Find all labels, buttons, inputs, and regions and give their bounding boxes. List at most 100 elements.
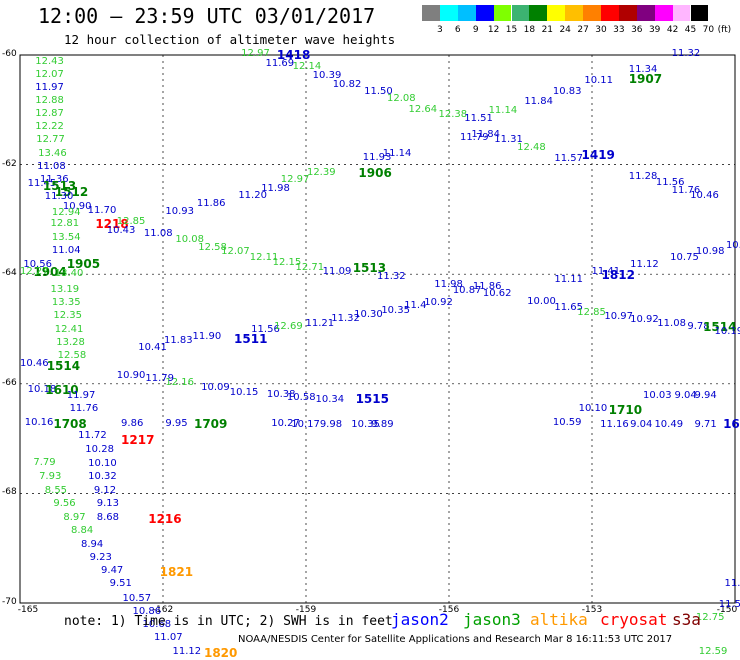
swh-value-label: 8.84 bbox=[71, 526, 93, 536]
swh-value-label: 9.98 bbox=[320, 420, 342, 430]
pass-time-label: 1515 bbox=[356, 393, 389, 405]
swh-value-label: 11.07 bbox=[154, 633, 183, 643]
pass-time-label: 1511 bbox=[234, 333, 267, 345]
lat-tick-label: -60 bbox=[2, 49, 17, 59]
swh-value-label: 12.39 bbox=[307, 168, 336, 178]
lat-lon-grid bbox=[20, 55, 735, 603]
swh-value-label: 11.86 bbox=[473, 282, 502, 292]
swh-value-label: 12.22 bbox=[35, 122, 64, 132]
lat-tick-label: -70 bbox=[2, 597, 17, 607]
pass-time-label: 1812 bbox=[602, 269, 635, 281]
swh-value-label: 11.11 bbox=[554, 275, 583, 285]
pass-time-label: 1514 bbox=[47, 360, 80, 372]
swh-value-label: 9.04 bbox=[674, 391, 696, 401]
swh-value-label: 12.41 bbox=[55, 325, 84, 335]
pass-time-label: 1906 bbox=[358, 167, 391, 179]
swh-value-label: 10.92 bbox=[424, 298, 453, 308]
swh-value-label: 12.48 bbox=[517, 143, 546, 153]
swh-value-label: 10.30 bbox=[354, 310, 383, 320]
swh-value-label: 10.19 bbox=[715, 327, 740, 337]
swh-value-label: 10.75 bbox=[670, 253, 699, 263]
lat-tick-label: -66 bbox=[2, 378, 17, 388]
swh-value-label: 11.79 bbox=[145, 374, 174, 384]
swh-value-label: 10.46 bbox=[690, 191, 719, 201]
lon-tick-label: -165 bbox=[18, 605, 38, 615]
swh-value-label: 10.6 bbox=[726, 241, 740, 251]
satellite-cryosat: cryosat bbox=[600, 610, 667, 629]
swh-value-label: 10.59 bbox=[553, 418, 582, 428]
swh-value-label: 12.88 bbox=[35, 96, 64, 106]
swh-value-label: 12.77 bbox=[36, 135, 65, 145]
swh-value-label: 11.14 bbox=[489, 106, 518, 116]
units-note: note: 1) Time is in UTC; 2) SWH is in fe… bbox=[64, 614, 393, 629]
pass-time-label: 1907 bbox=[629, 73, 662, 85]
swh-value-label: 11.97 bbox=[35, 83, 64, 93]
swh-value-label: 10.10 bbox=[579, 404, 608, 414]
pass-time-label: 1821 bbox=[160, 566, 193, 578]
swh-value-label: 10.90 bbox=[117, 371, 146, 381]
swh-value-label: 11.08 bbox=[657, 319, 686, 329]
swh-value-label: 9.23 bbox=[90, 553, 112, 563]
swh-value-label: 12.43 bbox=[35, 57, 64, 67]
swh-value-label: 11.04 bbox=[52, 246, 81, 256]
swh-value-label: 11.59 bbox=[719, 600, 740, 610]
swh-value-label: 11.70 bbox=[88, 206, 117, 216]
satellite-s3a: s3a bbox=[672, 610, 701, 629]
swh-value-label: 11.09 bbox=[323, 267, 352, 277]
swh-value-label: 11.16 bbox=[600, 420, 629, 430]
swh-value-label: 7.93 bbox=[39, 472, 61, 482]
swh-value-label: 11.97 bbox=[67, 391, 96, 401]
swh-value-label: 11.20 bbox=[238, 191, 267, 201]
swh-value-label: 10.83 bbox=[553, 87, 582, 97]
swh-value-label: 11.79 bbox=[460, 133, 489, 143]
lat-tick-label: -68 bbox=[2, 487, 17, 497]
swh-value-label: 10.15 bbox=[230, 388, 259, 398]
swh-value-label: 12.94 bbox=[52, 208, 81, 218]
swh-value-label: 12.07 bbox=[35, 70, 64, 80]
credit-line: NOAA/NESDIS Center for Satellite Applica… bbox=[238, 634, 672, 645]
swh-value-label: 9.86 bbox=[121, 419, 143, 429]
swh-value-label: 10.09 bbox=[201, 383, 230, 393]
swh-value-label: 12.64 bbox=[408, 105, 437, 115]
swh-value-label: 9.04 bbox=[630, 420, 652, 430]
swh-value-label: 8.55 bbox=[45, 486, 67, 496]
swh-value-label: 10.43 bbox=[107, 226, 136, 236]
swh-value-label: 10.16 bbox=[25, 418, 54, 428]
swh-value-label: 10.34 bbox=[316, 395, 345, 405]
swh-value-label: 10.46 bbox=[20, 359, 49, 369]
swh-value-label: 7.79 bbox=[33, 458, 55, 468]
swh-value-label: 10.58 bbox=[287, 393, 316, 403]
swh-value-label: 9.95 bbox=[165, 419, 187, 429]
swh-value-label: 11.21 bbox=[306, 319, 335, 329]
swh-value-label: 10.57 bbox=[122, 594, 151, 604]
satellite-altika: altika bbox=[530, 610, 588, 629]
swh-value-label: 8.97 bbox=[63, 513, 85, 523]
pass-time-label: 1709 bbox=[194, 418, 227, 430]
swh-value-label: 13.35 bbox=[52, 298, 81, 308]
pass-time-label: 1419 bbox=[582, 149, 615, 161]
swh-value-label: 12.35 bbox=[53, 311, 82, 321]
swh-value-label: 11.84 bbox=[524, 97, 553, 107]
swh-value-label: 10.92 bbox=[630, 315, 659, 325]
lat-tick-label: -62 bbox=[2, 159, 17, 169]
swh-value-label: 8.94 bbox=[81, 540, 103, 550]
swh-value-label: 13.28 bbox=[56, 338, 85, 348]
swh-value-label: 11.72 bbox=[78, 431, 107, 441]
swh-value-label: 11.83 bbox=[164, 336, 193, 346]
swh-value-label: 13.40 bbox=[55, 269, 84, 279]
swh-value-label: 9.94 bbox=[694, 391, 716, 401]
swh-value-label: 10.98 bbox=[696, 247, 725, 257]
swh-value-label: 13.19 bbox=[51, 285, 80, 295]
swh-value-label: 12.69 bbox=[274, 322, 303, 332]
swh-value-label: 10.82 bbox=[333, 80, 362, 90]
swh-value-label: 11.08 bbox=[37, 162, 66, 172]
swh-value-label: 10.49 bbox=[654, 420, 683, 430]
swh-value-label: 11.69 bbox=[265, 59, 294, 69]
swh-value-label: 10.97 bbox=[604, 312, 633, 322]
swh-value-label: 12.85 bbox=[577, 308, 606, 318]
swh-value-label: 11.57 bbox=[554, 154, 583, 164]
pass-time-label: 1820 bbox=[204, 647, 237, 659]
satellite-jason3: jason3 bbox=[463, 610, 521, 629]
swh-value-label: 11.86 bbox=[197, 199, 226, 209]
swh-value-label: 12.71 bbox=[296, 263, 325, 273]
